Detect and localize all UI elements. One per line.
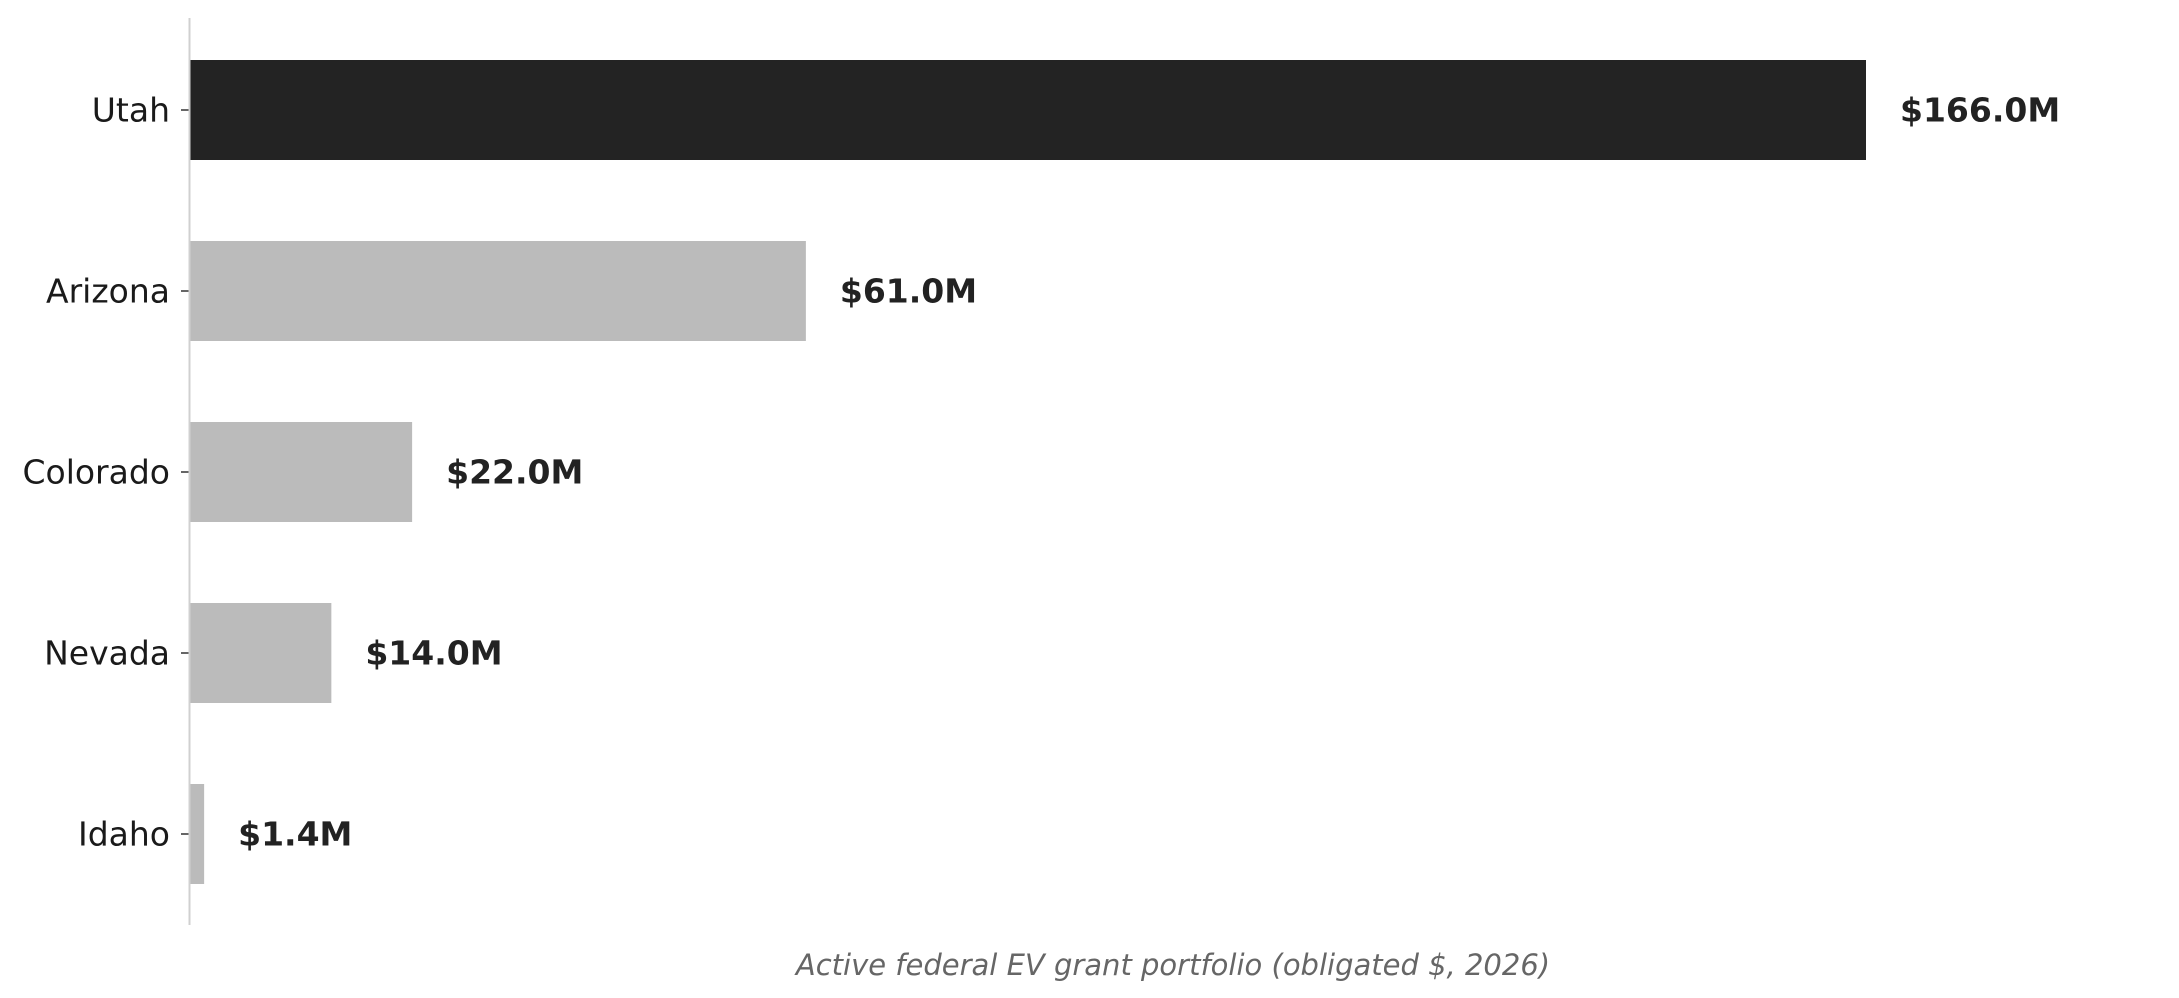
bar-colorado [190, 422, 413, 522]
bar-utah [190, 60, 1866, 160]
category-label-idaho: Idaho [78, 815, 170, 854]
value-label-idaho: $1.4M [238, 815, 352, 854]
value-label-utah: $166.0M [1900, 91, 2060, 130]
category-label-arizona: Arizona [46, 272, 170, 311]
category-label-nevada: Nevada [44, 634, 170, 673]
value-label-nevada: $14.0M [365, 634, 502, 673]
bar-nevada [190, 603, 332, 703]
bar-idaho [190, 784, 205, 884]
value-label-arizona: $61.0M [840, 272, 977, 311]
value-label-colorado: $22.0M [446, 453, 583, 492]
category-label-utah: Utah [92, 91, 170, 130]
bar-arizona [190, 241, 806, 341]
bars-group [190, 60, 1866, 884]
category-label-colorado: Colorado [22, 453, 170, 492]
x-axis-label: Active federal EV grant portfolio (oblig… [794, 948, 1550, 982]
value-labels-group: $166.0M $61.0M $22.0M $14.0M $1.4M [238, 91, 2060, 854]
category-labels-group: Utah Arizona Colorado Nevada Idaho [22, 91, 170, 854]
